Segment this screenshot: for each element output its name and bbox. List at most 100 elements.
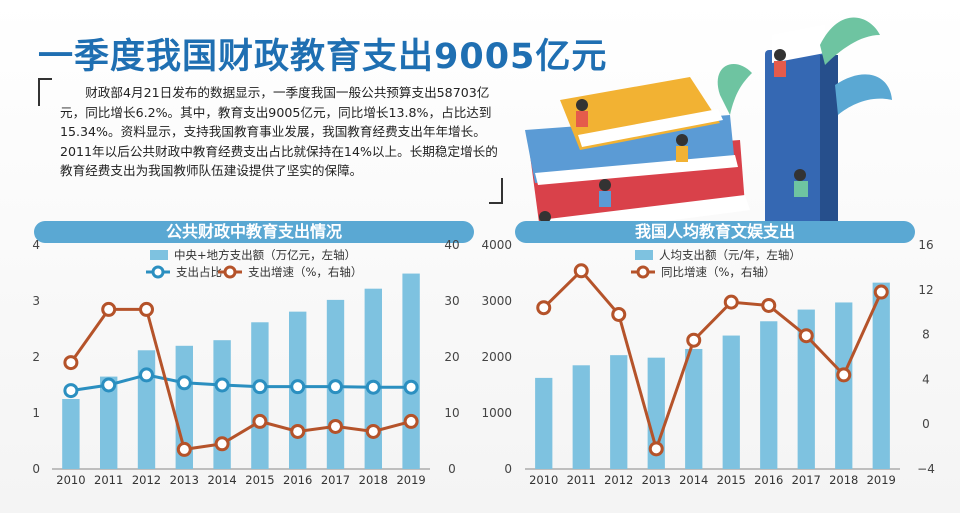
- chart1-line-1-point: [365, 379, 381, 395]
- chart1-line-2-point: [101, 301, 117, 317]
- chart1-legend-line-marker: [151, 265, 165, 279]
- book-stack: [525, 77, 750, 237]
- chart2-x-label: 2016: [754, 473, 783, 487]
- chart2-line-1-point: [573, 263, 589, 279]
- chart2-line-1-point: [686, 332, 702, 348]
- chart1-line-2-point: [290, 423, 306, 439]
- chart1-right-tick: 0: [448, 462, 456, 476]
- chart2-x-label: 2019: [867, 473, 896, 487]
- chart1-line-1-point: [214, 377, 230, 393]
- chart2-line-1-point: [873, 284, 889, 300]
- chart2-bar: [760, 321, 778, 469]
- chart2-bar: [572, 365, 590, 469]
- chart2-right-tick: 4: [922, 372, 930, 386]
- chart2-bar: [685, 348, 703, 469]
- chart1-line-2-point: [214, 436, 230, 452]
- chart1-line-2-point: [63, 355, 79, 371]
- chart2-bar: [835, 302, 853, 469]
- chart1-line-1-point: [139, 367, 154, 383]
- chart1-line-1-point: [63, 383, 79, 399]
- chart1-legend-line-label: 支出增速（%，右轴）: [248, 265, 362, 279]
- chart2-left-tick: 3000: [481, 294, 512, 308]
- chart2-x-label: 2013: [642, 473, 671, 487]
- chart1-right-tick: 40: [444, 238, 459, 252]
- chart1-x-label: 2010: [56, 473, 85, 487]
- chart2-bar: [647, 357, 665, 469]
- chart1-line-2-point: [403, 413, 419, 429]
- chart1-right-tick: 20: [444, 350, 459, 364]
- chart1-left-tick: 2: [32, 350, 40, 364]
- chart2-line-1-point: [761, 297, 777, 313]
- chart2-x-label: 2010: [529, 473, 558, 487]
- chart2-x-label: 2011: [567, 473, 596, 487]
- chart2-x-label: 2015: [717, 473, 746, 487]
- chart1-line-2: [69, 307, 412, 452]
- chart2-line-1-point: [648, 441, 664, 457]
- chart2-left-tick: 0: [504, 462, 512, 476]
- chart1-x-label: 2012: [132, 473, 161, 487]
- chart2-line-1: [542, 268, 883, 454]
- chart1-line-2-point: [176, 441, 192, 457]
- chart1-bar: [364, 288, 382, 469]
- chart2-right-tick: 12: [918, 283, 933, 297]
- chart1-bar: [251, 322, 269, 469]
- chart2-bar: [797, 309, 815, 469]
- chart2-left-tick: 1000: [481, 406, 512, 420]
- chart1-right-tick: 30: [444, 294, 459, 308]
- chart2-right-tick: −4: [917, 462, 935, 476]
- chart1-line-1-point: [252, 379, 268, 395]
- chart2-line-1-point: [611, 306, 627, 322]
- intro-paragraph: 财政部4月21日发布的数据显示，一季度我国一般公共预算支出58703亿元，同比增…: [60, 85, 498, 178]
- chart1-title-banner: 公共财政中教育支出情况: [34, 221, 474, 243]
- chart1-line-2-point: [252, 413, 268, 429]
- chart1-bar: [213, 340, 231, 469]
- chart1-left-tick: 1: [32, 406, 40, 420]
- chart2-title-banner: 我国人均教育文娱支出: [515, 221, 915, 243]
- plant-leaves: [717, 17, 892, 115]
- chart1-x-label: 2019: [396, 473, 425, 487]
- chart1-left-tick: 4: [32, 238, 40, 252]
- chart2-legend-bar-swatch: [635, 250, 653, 260]
- chart2-line-1-point: [536, 300, 552, 316]
- chart1-bar: [62, 399, 80, 469]
- chart1-x-label: 2018: [359, 473, 388, 487]
- chart1-x-label: 2011: [94, 473, 123, 487]
- chart2-right-tick: 8: [922, 328, 930, 342]
- chart1-left-tick: 0: [32, 462, 40, 476]
- chart1-line-2-point: [365, 423, 381, 439]
- chart2-left-tick: 4000: [481, 238, 512, 252]
- chart2-bar: [610, 355, 628, 469]
- chart1-legend-bar-swatch: [150, 250, 168, 260]
- chart2-x-label: 2017: [792, 473, 821, 487]
- chart1-line-1-point: [176, 375, 192, 391]
- chart1-line-1-point: [328, 379, 343, 395]
- bracket-right: [489, 178, 503, 204]
- chart2-bar: [722, 335, 740, 469]
- chart2-legend-bar-label: 人均支出额（元/年，左轴）: [659, 248, 801, 262]
- bracket-left: [38, 78, 52, 106]
- chart2-right-tick: 0: [922, 417, 930, 431]
- chart1-line-1-point: [290, 379, 306, 395]
- chart1-line-2-point: [328, 418, 343, 434]
- chart2-legend-line-label: 同比增速（%，右轴）: [661, 265, 775, 279]
- chart1-line-2-point: [139, 301, 154, 317]
- chart1-x-label: 2013: [170, 473, 199, 487]
- chart1-line-1-point: [101, 377, 117, 393]
- chart1-legend-line-marker: [223, 265, 237, 279]
- chart1-x-label: 2015: [245, 473, 274, 487]
- chart1-x-label: 2017: [321, 473, 350, 487]
- chart1-bar: [100, 376, 118, 469]
- chart1-x-label: 2016: [283, 473, 312, 487]
- page-title: 一季度我国财政教育支出9005亿元: [38, 37, 608, 77]
- chart1-left-tick: 3: [32, 294, 40, 308]
- chart1-legend-bar-label: 中央+地方支出额（万亿元，左轴）: [174, 248, 356, 262]
- chart2-line-1-point: [723, 294, 739, 310]
- chart2-line-1-point: [798, 328, 814, 344]
- chart1-right-tick: 10: [444, 406, 459, 420]
- chart2-bar: [535, 377, 553, 469]
- chart1-line-1-point: [403, 379, 419, 395]
- chart2-x-label: 2018: [829, 473, 858, 487]
- chart2-left-tick: 2000: [481, 350, 512, 364]
- chart1-legend-line-label: 支出占比: [176, 265, 222, 279]
